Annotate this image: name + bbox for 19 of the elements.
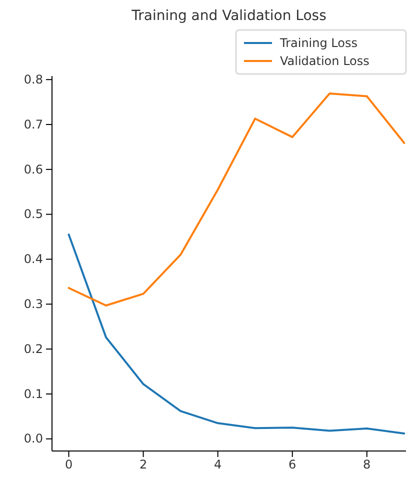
legend-label: Validation Loss [280, 54, 370, 68]
y-tick-label: 0.0 [24, 432, 43, 446]
y-tick-label: 0.2 [24, 342, 43, 356]
legend-label: Training Loss [279, 36, 358, 50]
chart-title: Training and Validation Loss [130, 8, 326, 24]
x-tick-label: 6 [288, 458, 296, 472]
y-tick-label: 0.7 [24, 117, 43, 132]
line-series [68, 92, 406, 306]
line-series [68, 234, 406, 434]
y-tick-label: 0.1 [24, 386, 43, 401]
x-tick-label: 4 [214, 458, 222, 472]
y-tick-label: 0.3 [24, 296, 43, 311]
x-tick-label: 8 [363, 458, 371, 472]
x-tick-label: 0 [64, 458, 73, 472]
y-tick-label: 0.5 [24, 207, 43, 222]
y-tick-label: 0.4 [24, 252, 43, 266]
y-tick-label: 0.6 [24, 162, 43, 176]
x-tick-label: 2 [139, 458, 148, 472]
y-tick-label: 0.8 [24, 72, 43, 86]
